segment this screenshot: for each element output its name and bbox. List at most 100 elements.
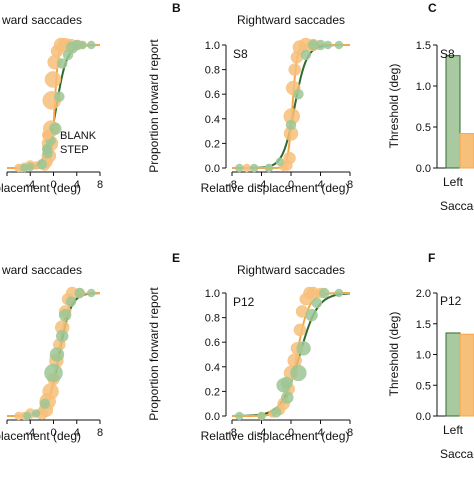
x-tick-label-E: -8 [227,427,237,439]
data-point-step-E [311,297,323,309]
data-point-step-B [275,157,285,167]
subject-label-C: S8 [440,47,455,61]
panel-letter-B: B [172,1,181,15]
subject-label-B: S8 [233,47,248,61]
data-point-step-B [235,163,244,173]
category-label-C: Left [443,175,464,189]
data-point-step-D [39,398,51,409]
y-tick-label-B: 0.8 [205,65,220,77]
data-point-step-E [281,391,294,404]
x-tick-label-D: 8 [97,427,103,439]
y-axis-label-B: Proportion forward report [147,39,161,173]
data-point-step-D [58,308,72,322]
y-tick-label-E: 0.4 [205,362,220,374]
y-tick-label-E: 0.0 [205,411,220,423]
data-point-step-A [48,122,62,135]
x-tick-label-E: 0 [288,427,294,439]
y-tick-label-C: 0.5 [416,122,431,134]
y-tick-label-B: 0.0 [205,163,220,175]
data-point-step-E [235,411,244,421]
x-axis-label-A: displacement (deg) [0,181,81,195]
y-tick-label-F: 0.5 [416,380,431,392]
panel-title-E: Rightward saccades [237,263,345,277]
data-point-step-E [257,411,266,421]
data-point-step-D [23,411,32,421]
data-point-blank-A [44,71,62,88]
x-tick-label-E: 8 [347,427,353,439]
panel-letter-E: E [172,251,180,265]
fit-curve-blank-B [232,44,350,169]
data-point-step-D [55,329,69,343]
data-point-step-E [334,288,344,298]
subject-label-E: P12 [233,295,255,309]
data-point-step-D [74,287,85,299]
data-point-step-D [65,296,77,307]
bar-step-F [445,332,461,417]
y-tick-label-E: 0.8 [205,313,220,325]
x-axis-label-D: displacement (deg) [0,429,81,443]
data-point-step-A [87,40,96,50]
x-tick-label-A: 4 [74,179,80,191]
x-tick-label-B: -4 [257,179,267,191]
x-axis-label-C: Saccade [440,199,474,213]
legend-marker-blank [42,130,52,140]
x-tick-label-B: 0 [288,179,294,191]
y-tick-label-F: 2.0 [416,288,431,300]
x-tick-label-E: -4 [257,427,267,439]
data-point-step-A [54,91,65,102]
y-axis-label-E: Proportion forward report [147,287,161,421]
y-tick-label-F: 1.5 [416,319,431,331]
panel-title-A: ward saccades [1,13,82,27]
data-point-step-E [280,376,293,390]
data-point-blank-B [283,151,296,165]
x-tick-label-D: -4 [25,427,35,439]
legend-marker-step [42,144,52,154]
data-point-step-E [305,308,318,322]
category-label-F: Left [443,423,464,437]
y-tick-label-B: 0.6 [205,89,220,101]
x-tick-label-A: 0 [50,179,56,191]
subject-label-F: P12 [440,294,462,308]
data-point-step-E [290,364,307,382]
y-tick-label-C: 0.0 [416,163,431,175]
fit-curve-step-B [232,44,350,169]
panel-letter-C: C [428,1,437,15]
y-tick-label-B: 1.0 [205,40,220,52]
data-point-blank-B [288,63,301,76]
data-point-step-E [318,287,330,299]
data-point-step-B [249,163,259,173]
data-point-step-B [323,40,333,50]
data-point-step-E [296,341,311,356]
x-tick-label-D: 4 [74,427,80,439]
data-point-step-B [293,88,304,100]
y-tick-label-B: 0.2 [205,138,220,150]
x-axis-label-E: Relative displacement (deg) [201,429,350,443]
data-point-step-A [56,58,68,69]
data-point-step-B [285,119,297,131]
panel-letter-F: F [428,251,435,265]
data-point-blank-D [42,383,59,400]
data-point-step-D [31,409,41,418]
x-tick-label-B: 8 [347,179,353,191]
x-axis-label-B: Relative displacement (deg) [201,181,350,195]
bar-blank-F [459,333,474,417]
legend-label-step: STEP [60,144,89,156]
data-point-step-A [26,162,35,172]
data-point-step-A [36,159,48,170]
data-point-step-A [78,40,87,50]
bar-blank-C [459,133,474,169]
y-axis-label-F: Threshold (deg) [387,312,401,397]
y-axis-label-C: Threshold (deg) [387,64,401,149]
data-point-step-D [49,347,65,362]
x-tick-label-A: 8 [97,179,103,191]
x-tick-label-D: 0 [50,427,56,439]
x-tick-label-B: 4 [317,179,323,191]
data-point-blank-E [293,323,307,337]
x-tick-label-B: -8 [227,179,237,191]
x-tick-label-E: 4 [317,427,323,439]
y-tick-label-E: 1.0 [205,288,220,300]
y-tick-label-E: 0.2 [205,386,220,398]
data-point-step-D [44,363,63,383]
panel-title-D: ward saccades [1,263,82,277]
